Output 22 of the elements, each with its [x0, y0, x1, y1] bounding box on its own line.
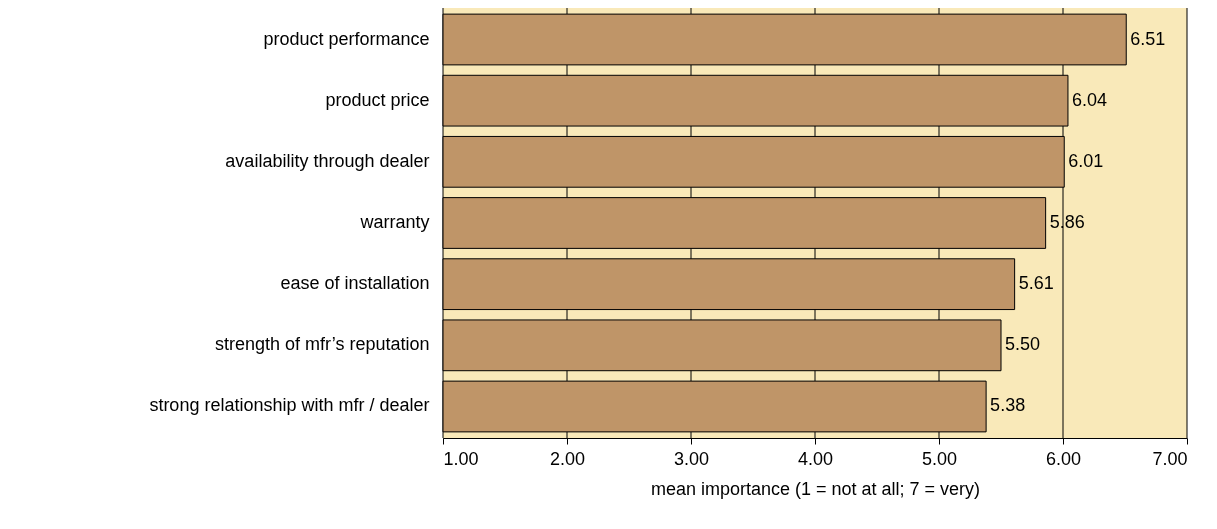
data-label: 6.01 — [1068, 150, 1104, 171]
data-label: 5.86 — [1049, 212, 1085, 232]
x-axis-title: mean importance (1 = not at all; 7 = very) — [650, 478, 981, 499]
x-tick-label: 7.00 — [1152, 448, 1188, 469]
y-tick-label: warranty — [359, 212, 430, 232]
data-label: 6.04 — [1071, 89, 1108, 110]
data-label: 5.50 — [1005, 334, 1041, 355]
x-tick-label: 1.00 — [443, 448, 479, 469]
y-tick-label: ease of installation — [280, 273, 430, 294]
y-tick-label: availability through dealer — [225, 150, 430, 171]
y-tick-label: product price — [325, 89, 430, 110]
x-tick-label: 5.00 — [921, 448, 958, 469]
data-label: 6.51 — [1130, 28, 1166, 49]
x-tick-label: 4.00 — [797, 448, 834, 469]
x-tick-label: 6.00 — [1045, 448, 1082, 469]
y-tick-label: strength of mfr’s reputation — [215, 334, 430, 355]
y-tick-label: product performance — [263, 28, 430, 49]
data-label: 5.38 — [990, 395, 1026, 416]
data-label: 5.61 — [1018, 273, 1054, 294]
x-tick-label: 3.00 — [673, 448, 710, 469]
x-tick-label: 2.00 — [549, 448, 586, 469]
y-tick-label: strong relationship with mfr / dealer — [149, 395, 430, 416]
